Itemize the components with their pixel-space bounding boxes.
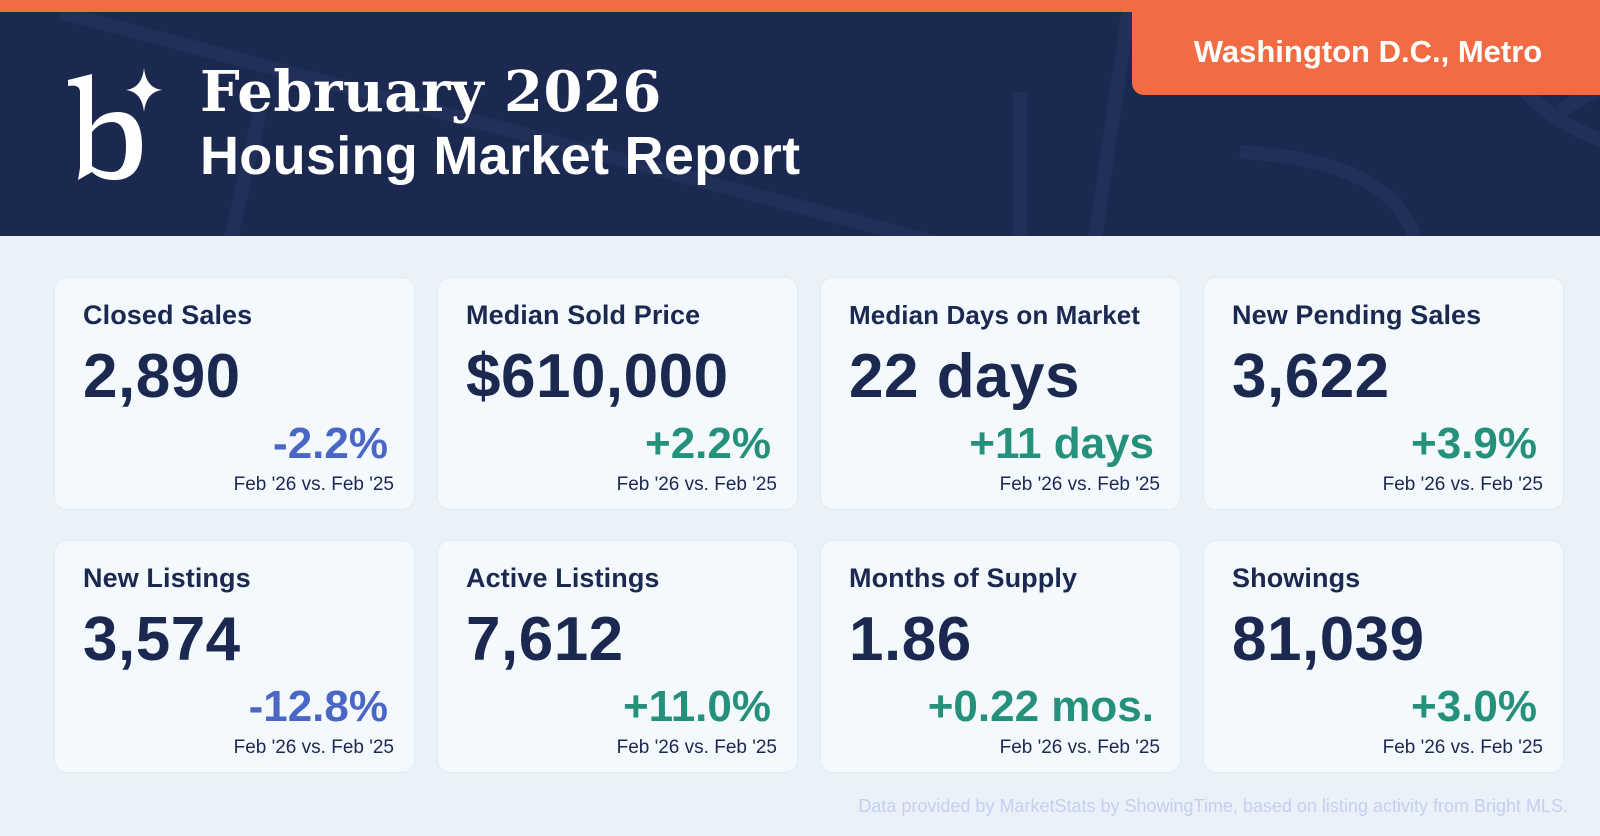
metric-change: +2.2% (645, 419, 771, 468)
location-label: Washington D.C., Metro (1193, 33, 1543, 69)
metric-card-closed-sales: Closed Sales 2,890 -2.2% Feb '26 vs. Feb… (55, 278, 414, 509)
metric-card-active-listings: Active Listings 7,612 +11.0% Feb '26 vs.… (438, 541, 797, 772)
metric-comparison-period: Feb '26 vs. Feb '25 (1382, 737, 1543, 758)
metric-change: +3.9% (1411, 419, 1537, 468)
metric-label: Months of Supply (849, 563, 1078, 593)
metric-label: Closed Sales (83, 300, 253, 330)
metric-comparison-period: Feb '26 vs. Feb '25 (999, 737, 1160, 758)
metric-change: +11.0% (622, 682, 771, 731)
top-accent-strip (0, 0, 1600, 12)
metric-comparison-period: Feb '26 vs. Feb '25 (616, 737, 777, 758)
metric-comparison-period: Feb '26 vs. Feb '25 (233, 474, 394, 495)
metric-value: 22 days (849, 342, 1081, 411)
metric-change: +11 days (969, 419, 1154, 468)
metric-card-median-days-on-market: Median Days on Market 22 days +11 days F… (821, 278, 1180, 509)
metric-change: +0.22 mos. (927, 682, 1154, 731)
metric-change: -12.8% (248, 682, 388, 731)
metric-label: Active Listings (466, 563, 660, 593)
metric-comparison-period: Feb '26 vs. Feb '25 (233, 737, 394, 758)
metric-value: 2,890 (83, 342, 241, 411)
metric-label: Median Days on Market (849, 300, 1141, 330)
metric-change: +3.0% (1411, 682, 1537, 731)
metric-card-showings: Showings 81,039 +3.0% Feb '26 vs. Feb '2… (1204, 541, 1563, 772)
metric-value: 3,622 (1232, 342, 1390, 411)
metric-label: New Listings (83, 563, 251, 593)
metric-value: 1.86 (849, 605, 972, 674)
metric-value: 7,612 (466, 605, 624, 674)
metric-label: Showings (1232, 563, 1361, 593)
metric-comparison-period: Feb '26 vs. Feb '25 (616, 474, 777, 495)
report-title-month: February 2026 (200, 59, 662, 125)
metric-value: 3,574 (83, 605, 241, 674)
metric-label: Median Sold Price (466, 300, 701, 330)
metric-label: New Pending Sales (1232, 300, 1482, 330)
brand-logo-icon (68, 68, 162, 180)
metric-change: -2.2% (273, 419, 388, 468)
location-badge: Washington D.C., Metro (1132, 12, 1600, 95)
metric-card-new-listings: New Listings 3,574 -12.8% Feb '26 vs. Fe… (55, 541, 414, 772)
report-title-subtitle: Housing Market Report (200, 126, 801, 186)
metrics-grid: Closed Sales 2,890 -2.2% Feb '26 vs. Feb… (55, 278, 1563, 772)
metric-comparison-period: Feb '26 vs. Feb '25 (999, 474, 1160, 495)
metric-card-median-sold-price: Median Sold Price $610,000 +2.2% Feb '26… (438, 278, 797, 509)
metric-card-months-of-supply: Months of Supply 1.86 +0.22 mos. Feb '26… (821, 541, 1180, 772)
metric-comparison-period: Feb '26 vs. Feb '25 (1382, 474, 1543, 495)
report-header: February 2026 Housing Market Report Wash… (0, 12, 1600, 236)
metric-value: $610,000 (466, 342, 729, 411)
metric-card-new-pending-sales: New Pending Sales 3,622 +3.9% Feb '26 vs… (1204, 278, 1563, 509)
data-source-note: Data provided by MarketStats by ShowingT… (858, 796, 1568, 816)
report-title: February 2026 Housing Market Report (200, 60, 800, 188)
metric-value: 81,039 (1232, 605, 1425, 674)
